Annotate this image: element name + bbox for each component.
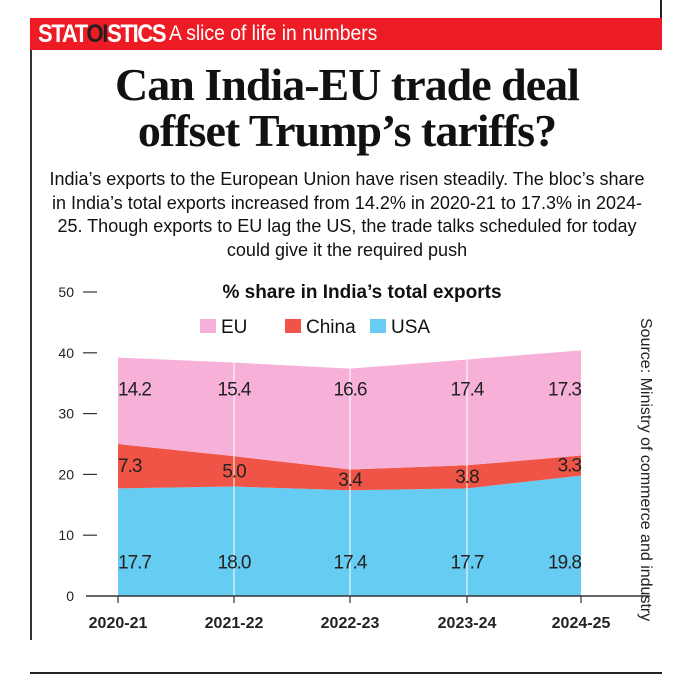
x-tick-label: 2024-25: [552, 615, 611, 632]
frame-line: [660, 0, 662, 18]
bottom-rule: [30, 672, 662, 674]
y-tick-label: 20: [58, 466, 74, 482]
data-label-eu: 14.2: [118, 379, 151, 400]
brand-part: STAT: [38, 19, 88, 48]
data-label-usa: 17.4: [334, 553, 368, 574]
brand-part: OI: [86, 19, 108, 48]
tagline: A slice of life in numbers: [168, 22, 377, 45]
frame-line: [30, 18, 32, 640]
brand-part: STICS: [107, 19, 167, 48]
data-label-china: 3.4: [338, 470, 363, 491]
data-label-china: 7.3: [118, 456, 142, 477]
data-label-eu: 15.4: [218, 379, 252, 400]
legend-swatch-eu: [200, 319, 216, 333]
brand-logo: STATOISTICS: [38, 19, 167, 49]
legend-swatch-usa: [370, 319, 386, 333]
data-label-eu: 17.3: [548, 379, 581, 400]
intro-text: India’s exports to the European Union ha…: [49, 169, 645, 260]
header-banner: STATOISTICS A slice of life in numbers: [30, 18, 662, 50]
data-label-usa: 17.7: [451, 553, 484, 574]
data-label-eu: 16.6: [334, 379, 367, 400]
legend-label-eu: EU: [221, 317, 247, 338]
data-label-usa: 18.0: [218, 553, 251, 574]
headline-line: offset Trump’s tariffs?: [137, 105, 557, 156]
x-tick-label: 2020-21: [89, 615, 148, 632]
chart-title: % share in India’s total exports: [222, 282, 501, 303]
data-label-china: 5.0: [222, 461, 246, 482]
data-label-china: 3.3: [558, 456, 582, 477]
legend-swatch-china: [285, 319, 301, 333]
x-tick-label: 2023-24: [438, 615, 497, 632]
legend-label-usa: USA: [391, 317, 430, 338]
y-tick-label: 50: [58, 284, 74, 300]
y-tick-label: 40: [58, 345, 74, 361]
x-tick-label: 2021-22: [205, 615, 264, 632]
data-label-usa: 19.8: [548, 553, 581, 574]
x-tick-label: 2022-23: [321, 615, 380, 632]
data-label-usa: 17.7: [118, 553, 151, 574]
data-label-china: 3.8: [455, 467, 479, 488]
y-tick-label: 30: [58, 406, 74, 422]
data-label-eu: 17.4: [451, 379, 485, 400]
legend-label-china: China: [306, 317, 356, 338]
y-tick-label: 0: [66, 588, 74, 604]
y-tick-label: 10: [58, 527, 74, 543]
headline: Can India-EU trade deal offset Trump’s t…: [32, 62, 662, 154]
source-note: Source: Ministry of commerce and industr…: [637, 318, 654, 622]
headline-line: Can India-EU trade deal: [115, 59, 580, 110]
